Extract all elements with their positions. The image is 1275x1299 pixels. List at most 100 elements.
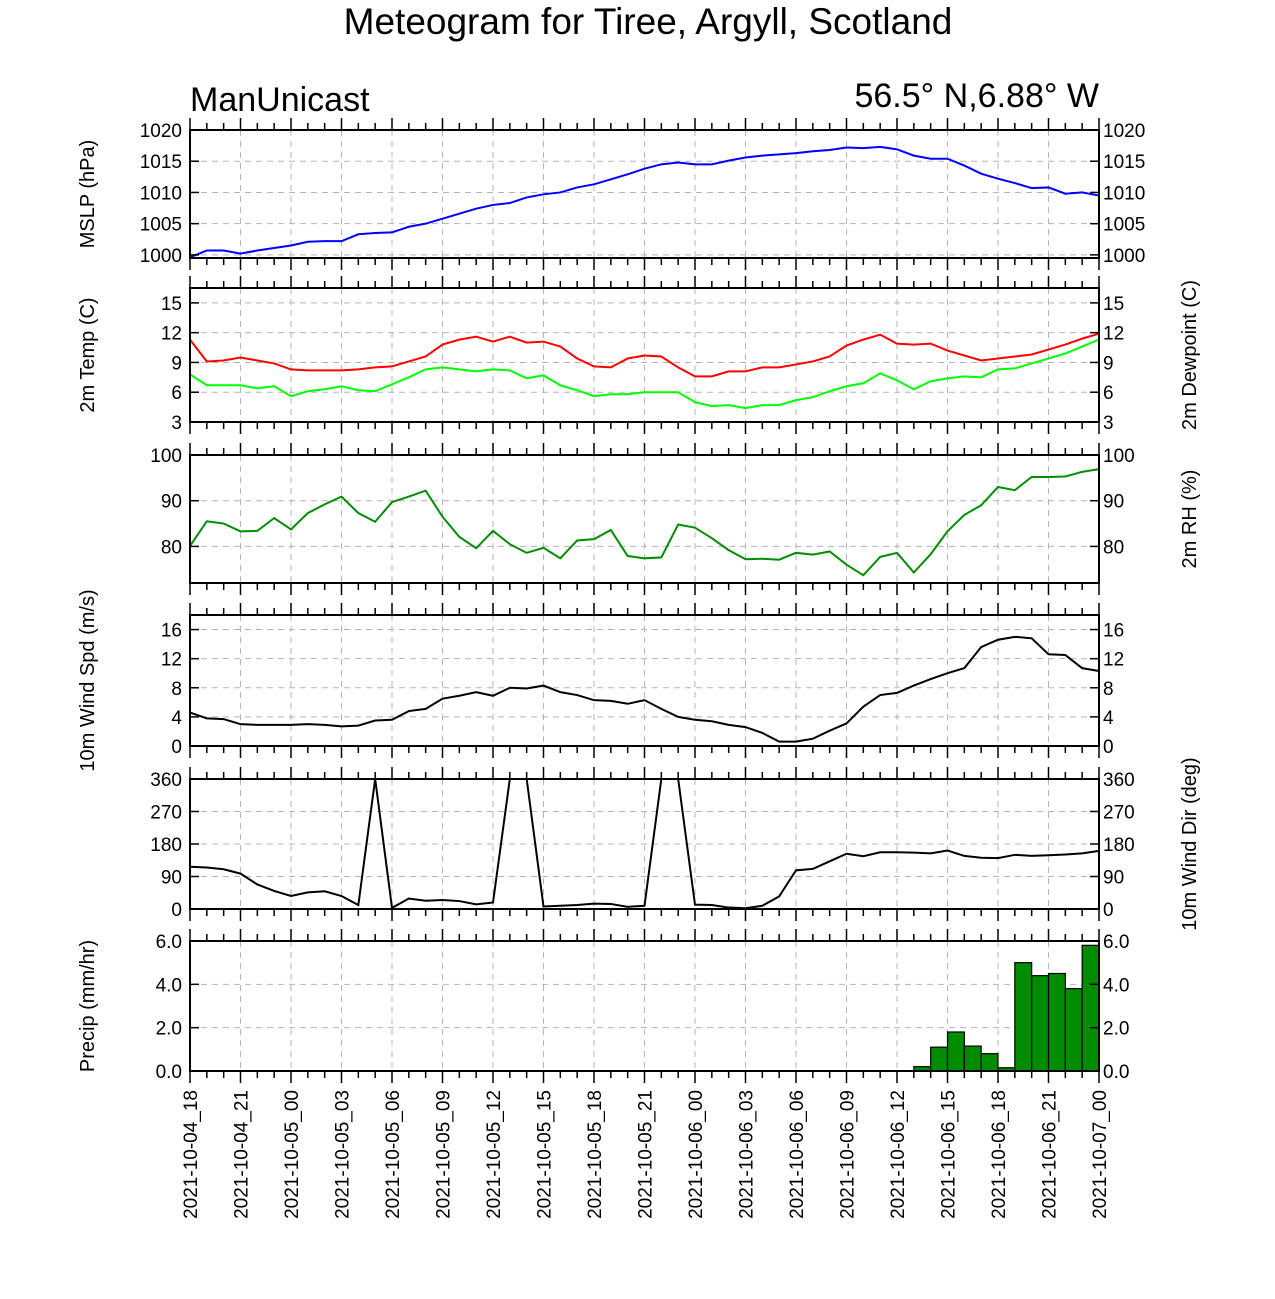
chart-title: Meteogram for Tiree, Argyll, Scotland — [344, 1, 953, 42]
y-tick-label-left: 6.0 — [156, 932, 182, 953]
precip-bar — [980, 1053, 999, 1072]
x-tick-label: 2021-10-04_18 — [181, 1090, 202, 1219]
y-axis-label-left: Precip (mm/hr) — [77, 940, 99, 1072]
x-tick-label: 2021-10-05_15 — [535, 1090, 556, 1219]
x-tick-label: 2021-10-05_18 — [585, 1090, 606, 1219]
y-tick-label-right: 180 — [1103, 835, 1135, 856]
x-tick-label: 2021-10-06_03 — [737, 1090, 758, 1219]
y-tick-label-right: 1010 — [1103, 183, 1145, 204]
panel-rh: 80 80 90 90 100 100 2m RH (%) — [150, 443, 1201, 595]
x-tick-label: 2021-10-05_00 — [282, 1090, 303, 1219]
y-tick-label-left: 90 — [161, 868, 182, 889]
y-tick-label-right: 80 — [1103, 537, 1124, 558]
y-tick-label-left: 1005 — [140, 215, 182, 236]
y-tick-label-right: 1020 — [1103, 121, 1145, 142]
y-tick-label-left: 3 — [171, 413, 182, 434]
x-tick-label: 2021-10-06_15 — [939, 1090, 960, 1219]
location-label: 56.5° N,6.88° W — [854, 77, 1099, 115]
y-tick-label-left: 6 — [171, 383, 182, 404]
y-tick-label-right: 12 — [1103, 650, 1124, 671]
y-axis-label-left: 2m Temp (C) — [77, 297, 99, 412]
series-line-mslp-0 — [189, 145, 1100, 259]
y-tick-label-right: 6.0 — [1103, 932, 1129, 953]
x-tick-label: 2021-10-06_06 — [787, 1090, 808, 1219]
y-tick-label-left: 180 — [150, 835, 182, 856]
precip-bar — [946, 1031, 965, 1072]
y-tick-label-right: 1005 — [1103, 215, 1145, 236]
y-tick-label-right: 90 — [1103, 868, 1124, 889]
y-tick-label-left: 90 — [161, 492, 182, 513]
panel-precip: 0.0 0.0 2.0 2.0 4.0 4.0 6.0 6.0 Precip (mm/hr) — [77, 929, 1129, 1083]
y-tick-label-right: 2.0 — [1103, 1019, 1129, 1040]
y-tick-label-left: 9 — [171, 353, 182, 374]
y-axis-label-left: 10m Wind Spd (m/s) — [77, 589, 99, 771]
series-line-windspd-0 — [189, 635, 1100, 743]
y-tick-label-right: 1015 — [1103, 152, 1145, 173]
y-tick-label-right: 4 — [1103, 708, 1114, 729]
series-line-temp-1 — [189, 338, 1100, 410]
model-label: ManUnicast — [190, 81, 370, 119]
precip-bar — [963, 1045, 982, 1072]
panel-frame — [189, 454, 1100, 584]
panel-windspd: 0 0 4 4 8 8 12 12 16 16 10m Wind Spd (m/s) — [77, 589, 1124, 771]
y-tick-label-left: 4.0 — [156, 975, 182, 996]
y-tick-label-right: 0.0 — [1103, 1062, 1129, 1083]
precip-bar — [1064, 988, 1083, 1072]
y-tick-label-left: 270 — [150, 803, 182, 824]
series-line-winddir-0 — [189, 778, 1100, 910]
y-tick-label-left: 2.0 — [156, 1019, 182, 1040]
y-tick-label-left: 0.0 — [156, 1062, 182, 1083]
panel-winddir: 0 0 90 90 180 180 270 270 360 360 10m Wind Dir (de… — [150, 757, 1201, 930]
y-tick-label-left: 15 — [161, 294, 182, 315]
y-axis-label-left: MSLP (hPa) — [77, 140, 99, 249]
x-tick-label: 2021-10-05_03 — [333, 1090, 354, 1219]
y-axis-label-right: 10m Wind Dir (deg) — [1179, 757, 1201, 930]
y-tick-label-left: 360 — [150, 770, 182, 791]
y-tick-label-right: 0 — [1103, 900, 1114, 921]
x-tick-label: 2021-10-04_21 — [232, 1090, 253, 1219]
y-tick-label-left: 1020 — [140, 121, 182, 142]
y-tick-label-left: 80 — [161, 537, 182, 558]
x-axis-labels: 2021-10-04_18 2021-10-04_21 2021-10-05_00 2… — [181, 1090, 1111, 1219]
y-tick-label-right: 1000 — [1103, 246, 1145, 267]
precip-bar — [930, 1046, 949, 1072]
y-tick-label-left: 0 — [171, 737, 182, 758]
series-line-rh-0 — [189, 468, 1100, 577]
precip-bar — [1047, 972, 1066, 1072]
y-tick-label-left: 1000 — [140, 246, 182, 267]
y-tick-label-left: 12 — [161, 650, 182, 671]
y-tick-label-left: 12 — [161, 324, 182, 345]
y-tick-label-right: 360 — [1103, 770, 1135, 791]
x-tick-label: 2021-10-06_18 — [989, 1090, 1010, 1219]
x-tick-label: 2021-10-06_09 — [838, 1090, 859, 1219]
y-tick-label-right: 270 — [1103, 803, 1135, 824]
series-line-temp-0 — [189, 332, 1100, 378]
x-tick-label: 2021-10-06_21 — [1040, 1090, 1061, 1219]
y-axis-label-right: 2m Dewpoint (C) — [1179, 280, 1201, 430]
x-tick-label: 2021-10-07_00 — [1090, 1090, 1111, 1219]
y-axis-label-right: 2m RH (%) — [1179, 470, 1201, 569]
precip-bar — [1014, 962, 1033, 1072]
y-tick-label-left: 0 — [171, 900, 182, 921]
x-tick-label: 2021-10-06_00 — [686, 1090, 707, 1219]
precip-bar — [1031, 975, 1050, 1072]
y-tick-label-right: 0 — [1103, 737, 1114, 758]
y-tick-label-left: 4 — [171, 708, 182, 729]
y-tick-label-left: 8 — [171, 679, 182, 700]
x-tick-label: 2021-10-05_09 — [434, 1090, 455, 1219]
y-tick-label-right: 90 — [1103, 492, 1124, 513]
y-tick-label-right: 4.0 — [1103, 975, 1129, 996]
y-tick-label-right: 12 — [1103, 324, 1124, 345]
panel-temp: 3 3 6 6 9 9 12 12 15 15 2m Temp (C) 2m Dewpoint (C) — [77, 276, 1201, 434]
y-tick-label-right: 8 — [1103, 679, 1114, 700]
y-tick-label-left: 1010 — [140, 183, 182, 204]
y-tick-label-left: 16 — [161, 621, 182, 642]
panel-frame — [189, 129, 1100, 259]
x-tick-label: 2021-10-05_06 — [383, 1090, 404, 1219]
x-tick-label: 2021-10-05_12 — [484, 1090, 505, 1219]
y-tick-label-right: 15 — [1103, 294, 1124, 315]
y-tick-label-right: 3 — [1103, 413, 1114, 434]
y-tick-label-right: 100 — [1103, 446, 1135, 467]
y-tick-label-right: 6 — [1103, 383, 1114, 404]
